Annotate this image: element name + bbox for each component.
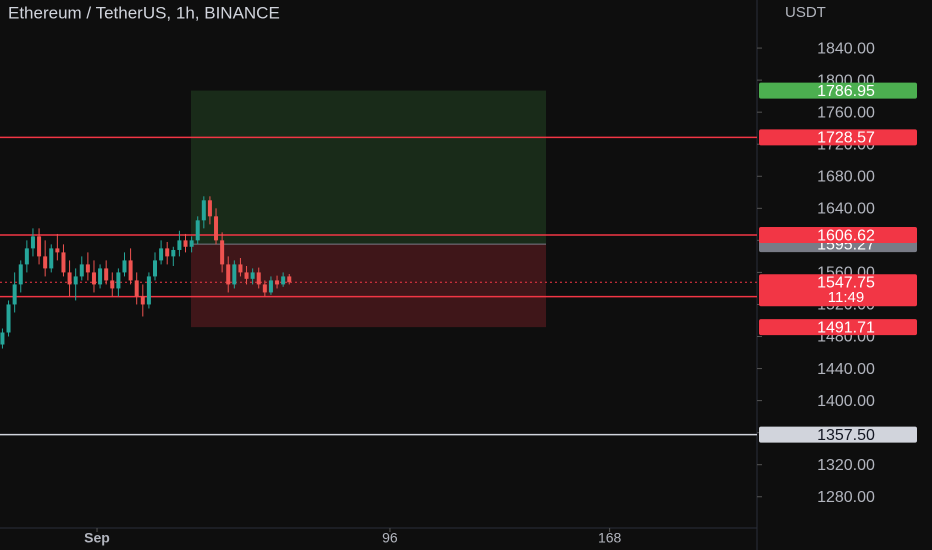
candle-body [287,276,292,283]
position-stop-label-box [759,319,917,336]
candle-body [37,236,42,257]
y-tick-label: 1640.00 [817,201,875,218]
position-stop-label: 1491.71 [817,319,875,336]
candle-body [116,272,121,289]
candle-body [146,276,151,305]
candle-body [201,200,206,221]
chart-title: Ethereum / TetherUS, 1h, BINANCE [8,3,280,22]
candle-body [85,264,90,273]
last-price-label: 1547.75 [817,274,875,291]
y-tick-label: 1440.00 [817,361,875,378]
candle-body [30,236,35,249]
last-price-box [759,274,917,307]
candle-body [98,268,103,285]
y-axis-label: USDT [785,4,826,21]
candle-body [134,280,139,297]
candle-body [43,256,48,269]
y-tick-label: 1760.00 [817,104,875,121]
candle-body [189,240,194,247]
candle-body [0,332,5,345]
candle-body [73,276,78,285]
candle-body [250,272,255,279]
candle-body [153,260,158,277]
candle-body [159,248,164,261]
candle-body [177,240,182,250]
candle-body [24,248,29,265]
position-target-label: 1786.95 [817,83,875,100]
level-label-box [759,426,917,443]
candle-body [49,248,54,269]
level-label: 1357.50 [817,427,875,444]
candle-body [195,220,200,241]
candle-body [232,264,237,285]
candle-body [275,280,280,285]
candle-body [220,240,225,265]
position-target-label-box [759,82,917,99]
y-tick-label: 1400.00 [817,393,875,410]
candle-body [256,272,261,285]
x-tick-label: 96 [382,530,398,546]
candle-body [140,296,145,305]
candle-body [12,284,17,305]
y-tick-label: 1280.00 [817,489,875,506]
y-tick-label: 1840.00 [817,40,875,57]
level-label: 1606.62 [817,227,875,244]
candle-body [79,264,84,277]
candle-body [128,260,133,281]
position-stop-zone [191,244,546,328]
candle-body [110,280,115,289]
candle-body [207,200,212,217]
candle-body [281,276,286,285]
level-label-box [759,227,917,244]
y-tick-label: 1320.00 [817,457,875,474]
position-target-zone [191,90,546,245]
candle-body [238,264,243,273]
candle-body [122,260,127,273]
candle-body [18,264,23,285]
x-tick-label: Sep [84,530,110,546]
candle-body [214,216,219,241]
candle-body [244,272,249,279]
x-tick-label: 168 [598,530,622,546]
candle-body [67,272,72,285]
candle-body [104,268,109,281]
countdown-label: 11:49 [828,289,864,306]
level-label: 1728.57 [817,130,875,147]
candle-body [262,284,267,293]
candle-body [226,264,231,285]
candle-body [91,272,96,285]
candle-body [268,280,273,293]
y-tick-label: 1680.00 [817,168,875,185]
candle-body [55,248,60,253]
candle-body [183,240,188,247]
level-label-box [759,129,917,146]
candle-body [61,252,66,273]
candle-body [6,304,11,333]
candle-body [165,248,170,257]
candle-body [171,249,176,257]
